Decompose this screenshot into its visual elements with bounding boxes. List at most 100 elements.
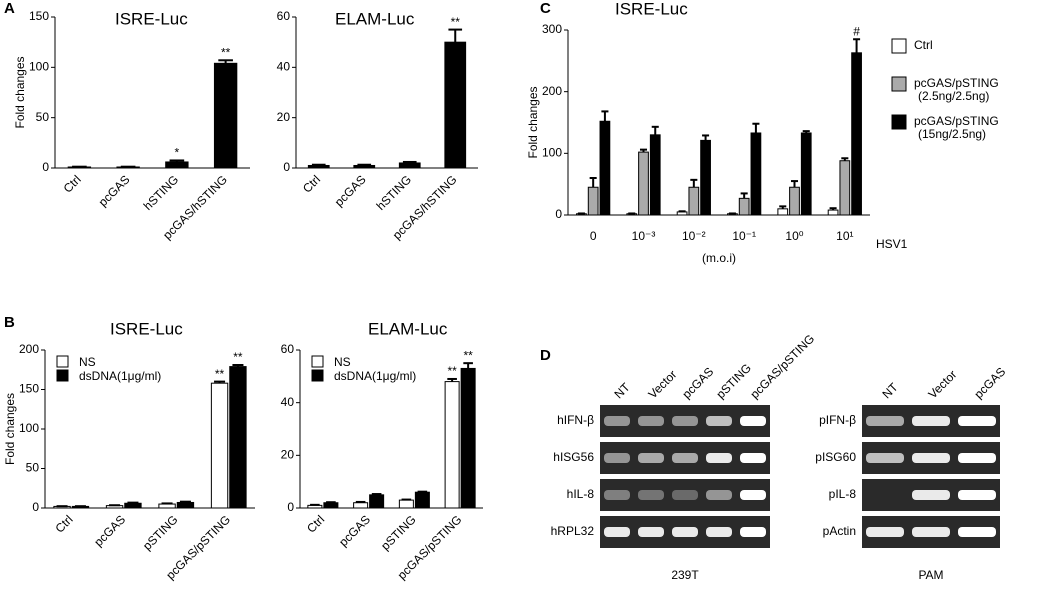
band bbox=[740, 453, 766, 463]
lane-label: NT bbox=[611, 380, 633, 402]
band bbox=[638, 490, 664, 500]
x-tick-label: 0 bbox=[590, 229, 597, 243]
x-tick-label: 10¹ bbox=[836, 229, 853, 243]
bar bbox=[323, 502, 339, 509]
x-note: HSV1 bbox=[876, 237, 908, 251]
bar bbox=[165, 161, 189, 169]
x-tick-label: Ctrl bbox=[300, 172, 323, 195]
significance: ** bbox=[451, 15, 461, 29]
bar bbox=[599, 120, 611, 216]
row-label: pIL-8 bbox=[829, 487, 857, 501]
x-tick-label: 10⁻² bbox=[682, 229, 706, 243]
band bbox=[740, 416, 766, 426]
y-tick-label: 150 bbox=[19, 382, 39, 396]
lane-label: pSTING bbox=[713, 361, 754, 402]
bar bbox=[398, 162, 421, 169]
x-tick-label: pcGAS bbox=[96, 172, 133, 209]
row-label: hIL-8 bbox=[567, 487, 595, 501]
band bbox=[958, 453, 996, 463]
bar bbox=[638, 151, 649, 216]
band bbox=[912, 453, 950, 463]
bar bbox=[676, 211, 688, 216]
bar bbox=[213, 62, 238, 169]
x-tick-label: pcGAS bbox=[336, 512, 373, 549]
legend-swatch bbox=[311, 355, 324, 368]
significance: ** bbox=[463, 348, 473, 362]
panel-label: C bbox=[540, 0, 551, 17]
x-tick-label: pcGAS bbox=[332, 172, 369, 209]
bar bbox=[789, 186, 800, 216]
legend-swatch bbox=[891, 114, 907, 130]
significance: ** bbox=[215, 367, 225, 381]
bar bbox=[851, 52, 862, 216]
legend-swatch bbox=[56, 355, 69, 368]
band bbox=[912, 416, 950, 426]
legend-swatch bbox=[56, 369, 69, 382]
legend-label: pcGAS/pSTING bbox=[914, 76, 999, 90]
y-tick-label: 0 bbox=[555, 207, 562, 221]
bar bbox=[700, 139, 711, 216]
band bbox=[672, 416, 698, 426]
band bbox=[866, 416, 904, 426]
significance: ** bbox=[233, 350, 243, 364]
bar bbox=[307, 164, 330, 169]
band bbox=[866, 453, 904, 463]
y-tick-label: 150 bbox=[29, 9, 49, 23]
y-axis-label: Fold changes bbox=[13, 56, 27, 128]
significance: ** bbox=[447, 364, 457, 378]
y-tick-label: 50 bbox=[36, 110, 50, 124]
row-label: hIFN-β bbox=[557, 413, 594, 427]
y-tick-label: 60 bbox=[277, 9, 291, 23]
band bbox=[672, 490, 698, 500]
x-tick-label: 10⁻³ bbox=[632, 229, 656, 243]
y-tick-label: 40 bbox=[277, 60, 291, 74]
gel-caption: PAM bbox=[918, 568, 943, 582]
lane-label: pcGAS/pSTING bbox=[747, 332, 817, 402]
bar bbox=[738, 197, 750, 216]
legend-label: Ctrl bbox=[914, 38, 933, 52]
band bbox=[912, 490, 950, 500]
band bbox=[706, 527, 732, 537]
significance: ** bbox=[221, 45, 231, 59]
y-tick-label: 300 bbox=[542, 22, 562, 36]
panel-label: B bbox=[4, 314, 15, 331]
bar bbox=[398, 499, 414, 509]
row-label: hISG56 bbox=[553, 450, 594, 464]
y-tick-label: 100 bbox=[29, 60, 49, 74]
y-tick-label: 0 bbox=[32, 500, 39, 514]
bar bbox=[210, 382, 229, 509]
row-label: pActin bbox=[823, 524, 856, 538]
chart-title: ELAM-Luc bbox=[335, 9, 415, 28]
bar bbox=[353, 502, 369, 509]
y-tick-label: 0 bbox=[287, 500, 294, 514]
x-tick-label: Ctrl bbox=[53, 512, 76, 535]
legend-label: NS bbox=[79, 355, 96, 369]
bar bbox=[124, 502, 142, 509]
band bbox=[866, 527, 904, 537]
significance: * bbox=[175, 146, 180, 160]
y-tick-label: 0 bbox=[283, 160, 290, 174]
legend-swatch bbox=[311, 369, 324, 382]
x-tick-label: pSTING bbox=[140, 512, 181, 553]
x-tick-label: Ctrl bbox=[304, 512, 327, 535]
x-tick-label: 10⁰ bbox=[785, 229, 803, 243]
x-tick-label: hSTING bbox=[141, 172, 182, 213]
lane-label: Vector bbox=[645, 367, 679, 401]
significance: # bbox=[853, 24, 860, 38]
band bbox=[706, 490, 732, 500]
bar bbox=[649, 134, 661, 216]
y-tick-label: 0 bbox=[42, 160, 49, 174]
band bbox=[706, 453, 732, 463]
row-label: pISG60 bbox=[815, 450, 856, 464]
bar bbox=[827, 209, 839, 216]
legend-label: dsDNA(1μg/ml) bbox=[334, 369, 416, 383]
legend-sublabel: (2.5ng/2.5ng) bbox=[918, 89, 989, 103]
bar bbox=[777, 208, 789, 216]
band bbox=[638, 453, 664, 463]
band bbox=[958, 490, 996, 500]
panel-label: D bbox=[540, 347, 551, 364]
gel-caption: 239T bbox=[671, 568, 699, 582]
y-tick-label: 60 bbox=[281, 342, 295, 356]
legend-swatch bbox=[891, 38, 907, 54]
